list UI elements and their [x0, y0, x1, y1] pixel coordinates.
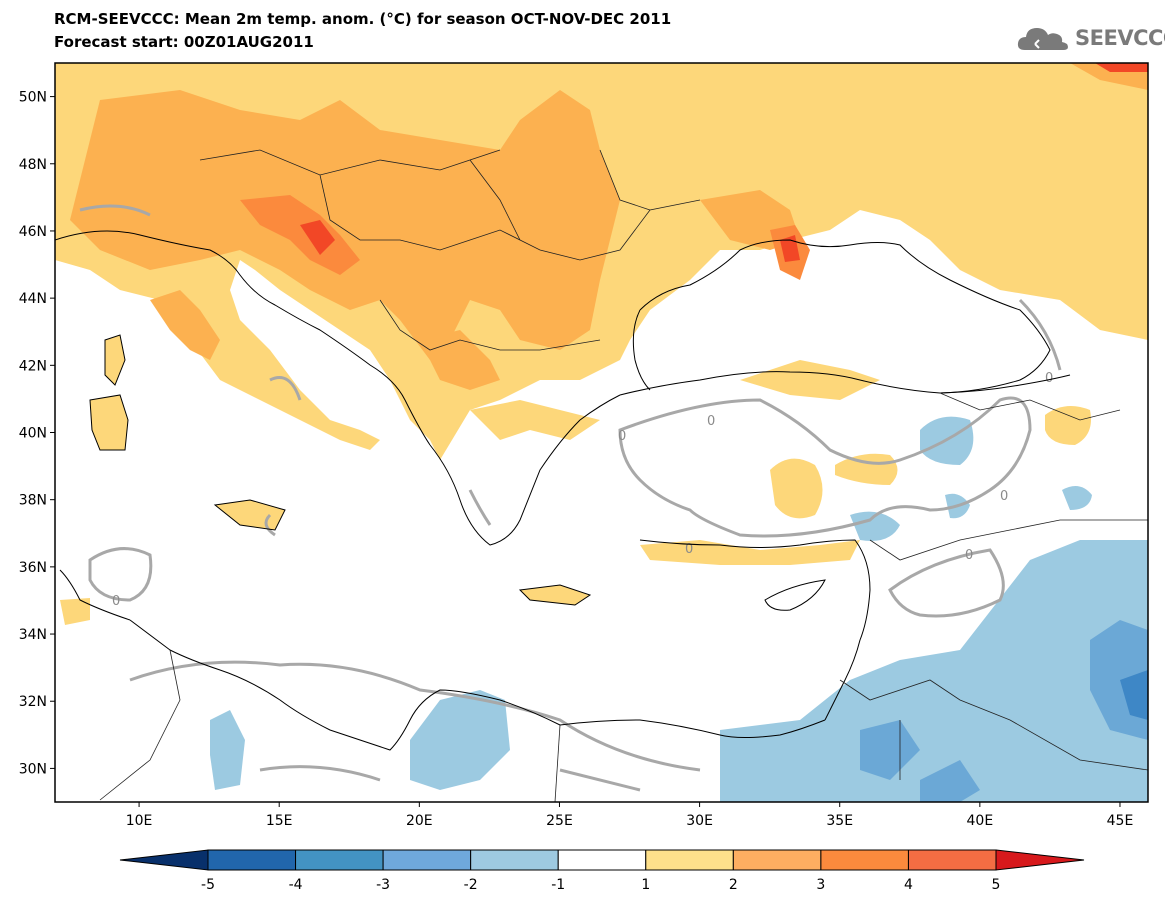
anomaly-region-saudi-cold-2 — [920, 760, 980, 802]
anomaly-region-balkans-2 — [420, 330, 500, 390]
colorbar: -5 -4 -3 -2 -1 1 2 3 4 5 — [119, 849, 1085, 893]
contour-label: 0 — [685, 542, 693, 557]
lon-label: 45E — [1107, 813, 1134, 829]
lat-label: 40N — [19, 426, 47, 442]
colorbar-segment — [557, 849, 647, 871]
lon-label: 40E — [967, 813, 994, 829]
colorbar-label: 1 — [641, 877, 650, 893]
map-title: RCM-SEEVCCC: Mean 2m temp. anom. (°C) fo… — [54, 10, 672, 28]
lat-label: 50N — [19, 90, 47, 106]
coastlines — [55, 230, 1071, 751]
country-borders — [99, 149, 1148, 802]
colorbar-label: 2 — [729, 877, 738, 893]
lat-label: 34N — [19, 627, 47, 643]
anomaly-region-turkey-cold-2 — [850, 511, 900, 541]
contour-label: 0 — [707, 414, 715, 429]
lat-label: 48N — [19, 157, 47, 173]
colorbar-segment — [207, 849, 297, 871]
anomaly-region-south-turkey — [640, 540, 860, 565]
contour-label: 0 — [112, 594, 120, 609]
lon-label: 10E — [126, 813, 153, 829]
contour-label: 0 — [1045, 371, 1053, 386]
anomaly-region-alps-3 — [240, 195, 360, 275]
lon-label: 20E — [406, 813, 433, 829]
lat-label: 38N — [19, 493, 47, 509]
colorbar-label: -3 — [376, 877, 390, 893]
anomaly-region-russia-4 — [1095, 63, 1148, 72]
anomaly-region-aegean — [470, 400, 600, 440]
anomaly-region-libya-cold — [410, 690, 510, 790]
map-subtitle: Forecast start: 00Z01AUG2011 — [54, 33, 314, 51]
contour-label: 0 — [618, 429, 626, 444]
latitude-axis: 50N 48N 46N 44N 42N 40N 38N 36N 34N 32N 30N — [19, 90, 55, 777]
colorbar-upper-extension — [995, 849, 1085, 871]
lat-label: 32N — [19, 694, 47, 710]
lat-label: 36N — [19, 560, 47, 576]
colorbar-segment — [470, 849, 559, 871]
lon-label: 15E — [266, 813, 293, 829]
lon-label: 35E — [826, 813, 853, 829]
anomaly-region-croatia-4 — [300, 220, 335, 255]
anomaly-region-turkey-cold-4 — [1062, 486, 1092, 510]
colorbar-segment — [645, 849, 734, 871]
lat-label: 30N — [19, 761, 47, 777]
anomaly-region-central-europe-2 — [70, 90, 620, 360]
anomaly-region-iraq-cold-3 — [1120, 670, 1148, 720]
map-field: 0 0 0 0 0 0 0 — [55, 63, 1148, 802]
lat-label: 46N — [19, 224, 47, 240]
colorbar-segment — [732, 849, 822, 871]
anomaly-region-italy-2 — [150, 290, 220, 360]
anomaly-region-middle-east-cold — [720, 540, 1148, 802]
anomaly-region-caucasus — [1045, 406, 1091, 445]
colorbar-label: -1 — [551, 877, 565, 893]
anomaly-region-jordan-cold-2 — [860, 720, 920, 780]
colorbar-label: 4 — [904, 877, 913, 893]
colorbar-label: 5 — [992, 877, 1001, 893]
contour-label: 0 — [965, 548, 973, 563]
colorbar-lower-extension — [119, 849, 209, 871]
lon-label: 30E — [686, 813, 713, 829]
colorbar-label: 3 — [816, 877, 825, 893]
anomaly-region-crete — [520, 585, 590, 605]
logo-text: SEEVCCC — [1075, 26, 1165, 50]
lat-label: 44N — [19, 291, 47, 307]
colorbar-segment — [907, 849, 997, 871]
seevccc-logo: SEEVCCC — [1015, 22, 1165, 54]
contour-label: 0 — [1000, 489, 1008, 504]
anomaly-region-anatolia-warm-2 — [835, 453, 898, 485]
colorbar-segment — [295, 849, 384, 871]
colorbar-segment — [382, 849, 472, 871]
cloud-icon — [1017, 28, 1068, 50]
colorbar-label: -2 — [464, 877, 478, 893]
contour-labels: 0 0 0 0 0 0 0 — [112, 371, 1053, 609]
zero-contours — [79, 204, 1062, 792]
anomaly-region-tunisia — [60, 598, 90, 625]
anomaly-region-black-sea-coast — [740, 360, 880, 400]
longitude-axis: 10E 15E 20E 25E 30E 35E 40E 45E — [126, 802, 1134, 829]
lat-label: 42N — [19, 358, 47, 374]
colorbar-label: -4 — [289, 877, 303, 893]
anomaly-region-tunisia-cold — [210, 710, 245, 790]
lon-label: 25E — [546, 813, 573, 829]
anomaly-region-sardinia — [90, 395, 128, 450]
anomaly-region-anatolia-warm — [770, 458, 823, 519]
colorbar-label: -5 — [201, 877, 215, 893]
colorbar-segment — [820, 849, 909, 871]
